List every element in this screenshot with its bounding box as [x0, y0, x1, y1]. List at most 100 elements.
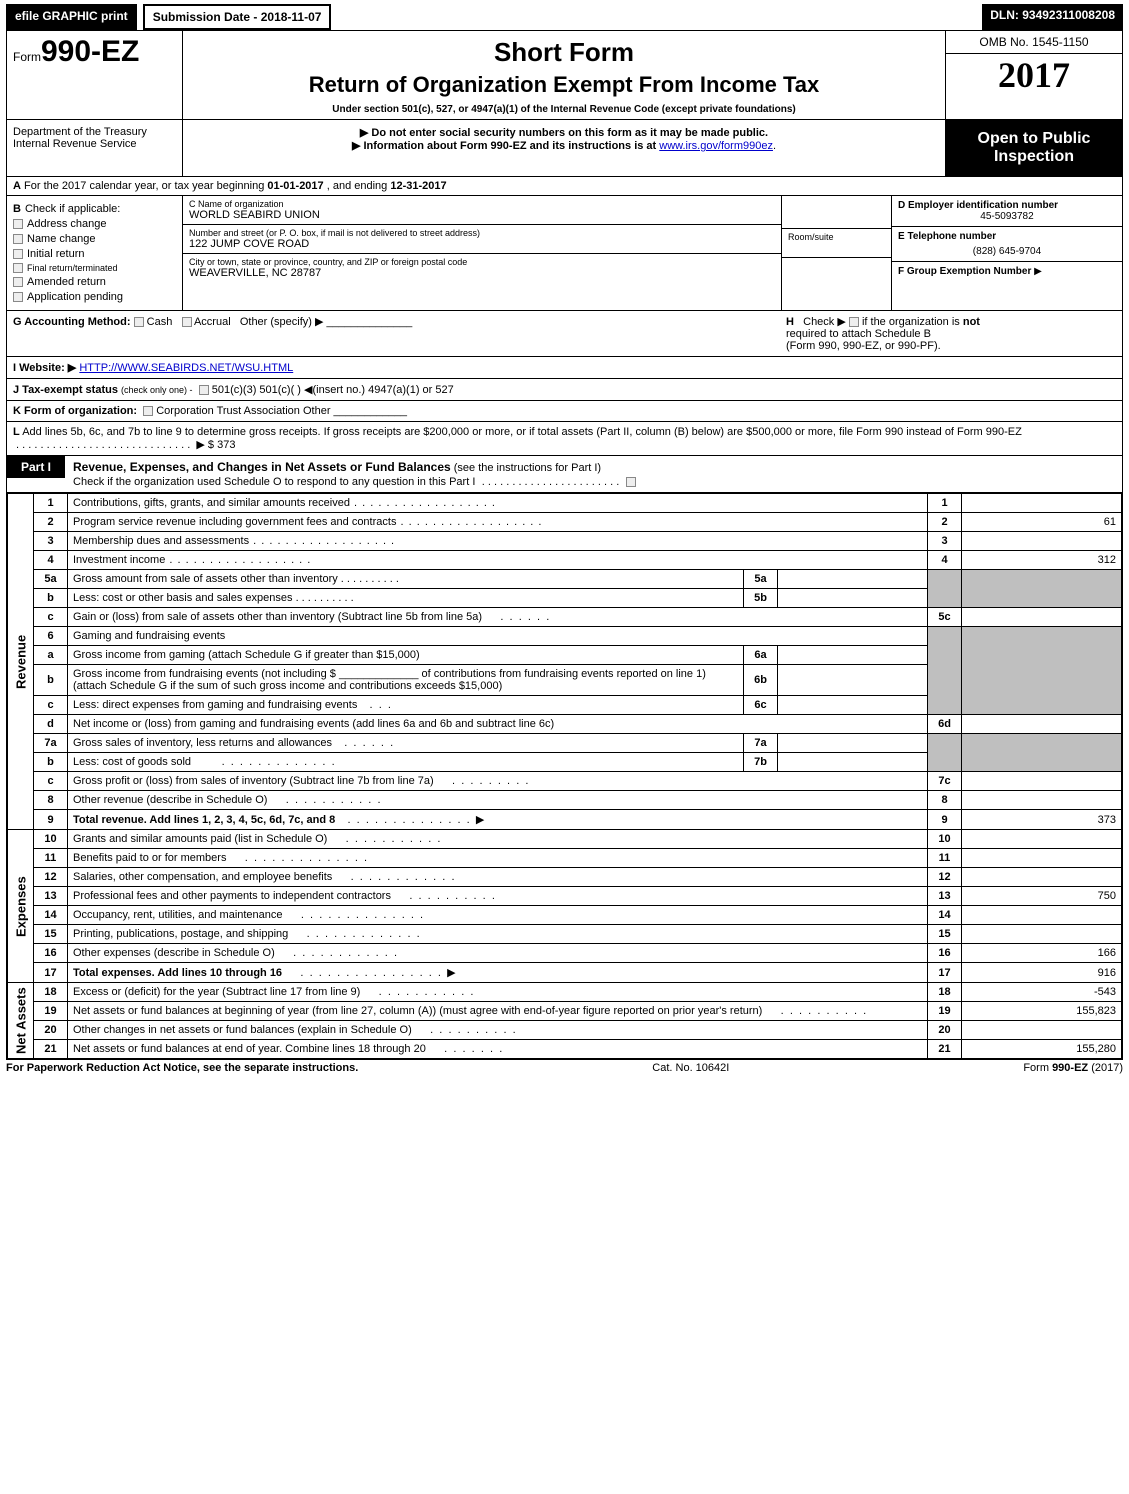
line-rn: 12	[928, 868, 962, 887]
line-desc: Other changes in net assets or fund bala…	[68, 1021, 928, 1040]
table-row: 19 Net assets or fund balances at beginn…	[8, 1002, 1122, 1021]
line-val	[962, 494, 1122, 513]
radio-icon[interactable]	[134, 317, 144, 327]
line-desc: Other expenses (describe in Schedule O) …	[68, 944, 928, 963]
line-desc-text: Net assets or fund balances at beginning…	[73, 1005, 762, 1017]
line-l-amount: 373	[217, 439, 235, 451]
line-desc-text: Grants and similar amounts paid (list in…	[73, 833, 327, 845]
grey-cell	[928, 627, 962, 715]
line-desc-text: Printing, publications, postage, and shi…	[73, 928, 288, 940]
checkbox-icon	[13, 277, 23, 287]
checkbox-icon[interactable]	[849, 317, 859, 327]
line-l-text: Add lines 5b, 6c, and 7b to line 9 to de…	[22, 426, 1022, 438]
checkbox-icon[interactable]	[626, 477, 636, 487]
line-desc-text: Gain or (loss) from sale of assets other…	[73, 611, 482, 623]
line-num: 14	[34, 906, 68, 925]
chk-final-return[interactable]: Final return/terminated	[13, 263, 176, 273]
chk-name-change[interactable]: Name change	[13, 233, 176, 245]
line-num: 8	[34, 791, 68, 810]
line-rn: 5c	[928, 608, 962, 627]
table-row: 6 Gaming and fundraising events	[8, 627, 1122, 646]
header-row-2: Department of the Treasury Internal Reve…	[6, 120, 1123, 177]
line-desc-text: Membership dues and assessments	[73, 535, 249, 547]
line-val: 61	[962, 513, 1122, 532]
line-desc: Investment income	[68, 551, 928, 570]
open-to-public-inspection: Open to Public Inspection	[946, 120, 1122, 176]
line-num: 1	[34, 494, 68, 513]
dln-label: DLN:	[990, 8, 1022, 22]
line-desc: Program service revenue including govern…	[68, 513, 928, 532]
line-rn: 13	[928, 887, 962, 906]
check-if-applicable: B Check if applicable: Address change Na…	[7, 196, 183, 310]
chk-initial-return[interactable]: Initial return	[13, 248, 176, 260]
line-rn: 17	[928, 963, 962, 983]
table-row: 7a Gross sales of inventory, less return…	[8, 734, 1122, 753]
ein-value: 45-5093782	[898, 211, 1116, 222]
org-street-label: Number and street (or P. O. box, if mail…	[189, 228, 775, 238]
table-row: d Net income or (loss) from gaming and f…	[8, 715, 1122, 734]
org-address-block: C Name of organization WORLD SEABIRD UNI…	[183, 196, 782, 310]
line-num: c	[34, 696, 68, 715]
grey-cell	[962, 627, 1122, 715]
line-j-label: J Tax-exempt status	[13, 384, 118, 396]
chk-label: Name change	[27, 233, 96, 245]
line-desc: Professional fees and other payments to …	[68, 887, 928, 906]
chk-application-pending[interactable]: Application pending	[13, 291, 176, 303]
grey-cell	[962, 734, 1122, 772]
line-desc: Net assets or fund balances at beginning…	[68, 1002, 928, 1021]
line-desc-text: Net assets or fund balances at end of ye…	[73, 1043, 426, 1055]
radio-icon[interactable]	[182, 317, 192, 327]
line-rn: 11	[928, 849, 962, 868]
chk-amended-return[interactable]: Amended return	[13, 276, 176, 288]
line-rn: 7c	[928, 772, 962, 791]
table-row: 21 Net assets or fund balances at end of…	[8, 1040, 1122, 1059]
line-b-header: B Check if applicable:	[13, 203, 176, 215]
line-num: 9	[34, 810, 68, 830]
side-label-expenses: Expenses	[8, 830, 34, 983]
part-i-title-block: Revenue, Expenses, and Changes in Net As…	[65, 456, 1122, 492]
chk-label: Amended return	[27, 276, 106, 288]
line-num: 7a	[34, 734, 68, 753]
dept-line-1: Department of the Treasury	[13, 126, 176, 138]
table-row: 3 Membership dues and assessments 3	[8, 532, 1122, 551]
footer-right-form: 990-EZ	[1052, 1062, 1088, 1074]
line-k-label: K Form of organization:	[13, 405, 137, 417]
line-num: 17	[34, 963, 68, 983]
line-desc-text: Investment income	[73, 554, 165, 566]
checkbox-icon[interactable]	[143, 406, 153, 416]
dln-box: DLN: 93492311008208	[982, 4, 1123, 30]
line-num: d	[34, 715, 68, 734]
line-rn: 14	[928, 906, 962, 925]
line-b-label: B	[13, 203, 21, 215]
table-row: Net Assets 18 Excess or (deficit) for th…	[8, 983, 1122, 1002]
line-rn: 10	[928, 830, 962, 849]
line-rn: 3	[928, 532, 962, 551]
line-num: 6	[34, 627, 68, 646]
g-cash: Cash	[147, 316, 173, 328]
line-num: b	[34, 753, 68, 772]
footer-right-pre: Form	[1023, 1062, 1052, 1074]
chk-address-change[interactable]: Address change	[13, 218, 176, 230]
line-val	[962, 849, 1122, 868]
irs-link[interactable]: www.irs.gov/form990ez	[659, 140, 773, 152]
checkbox-icon	[13, 219, 23, 229]
line-num: 18	[34, 983, 68, 1002]
line-l-label: L	[13, 426, 20, 438]
line-desc: Net income or (loss) from gaming and fun…	[68, 715, 928, 734]
table-row: 9 Total revenue. Add lines 1, 2, 3, 4, 5…	[8, 810, 1122, 830]
line-rn: 18	[928, 983, 962, 1002]
line-rn: 21	[928, 1040, 962, 1059]
line-k-opts: Corporation Trust Association Other	[156, 405, 330, 417]
line-i-label: I Website: ▶	[13, 362, 76, 374]
line-i: I Website: ▶ HTTP://WWW.SEABIRDS.NET/WSU…	[7, 357, 1122, 379]
chk-label: Initial return	[27, 248, 84, 260]
line-num: 13	[34, 887, 68, 906]
org-city-label: City or town, state or province, country…	[189, 257, 775, 267]
line-b-text: Check if applicable:	[25, 203, 120, 215]
line-num: 12	[34, 868, 68, 887]
org-city-value: WEAVERVILLE, NC 28787	[189, 267, 775, 279]
submission-date-value: 2018-11-07	[261, 10, 322, 24]
website-link[interactable]: HTTP://WWW.SEABIRDS.NET/WSU.HTML	[79, 362, 293, 374]
telephone-cell: E Telephone number (828) 645-9704	[892, 227, 1122, 262]
checkbox-icon[interactable]	[199, 385, 209, 395]
